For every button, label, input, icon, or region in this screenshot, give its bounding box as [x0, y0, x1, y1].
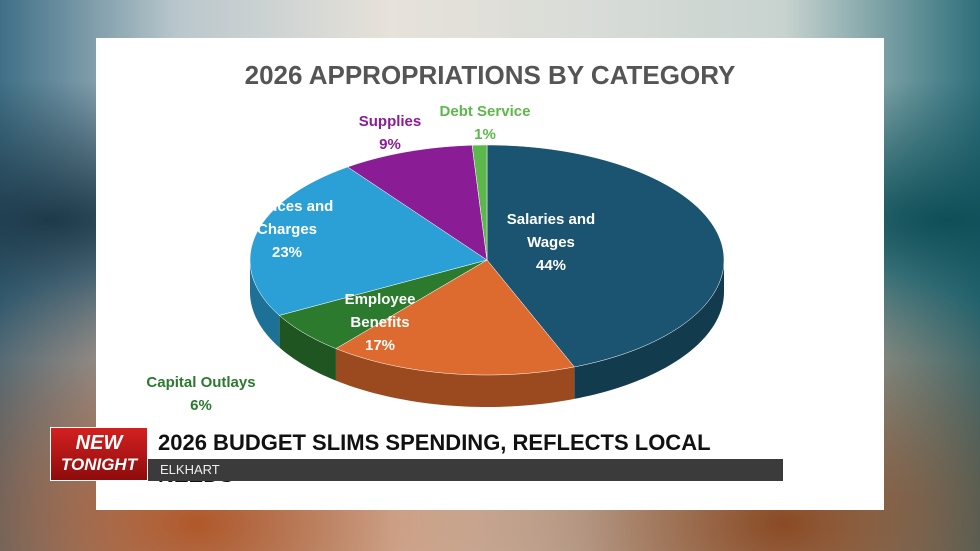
- tag-top: NEW: [75, 432, 123, 454]
- slice-label: Salaries and Wages 44%: [491, 208, 611, 277]
- pie-slice-side: [250, 260, 280, 348]
- pie-slice: [347, 144, 488, 261]
- slice-category: Salaries and Wages: [506, 211, 596, 251]
- pie-slice: [471, 144, 488, 261]
- pie-slice-side: [335, 348, 575, 407]
- new-tonight-tag: NEW TONIGHT: [50, 427, 148, 481]
- chart: [249, 144, 725, 407]
- slice-label: Services and Charges 23%: [222, 195, 352, 264]
- pie-slice-side: [279, 315, 336, 381]
- slice-category: Supplies: [358, 113, 422, 130]
- slice-label: Employee Benefits 17%: [325, 288, 435, 357]
- slice-value: 23%: [271, 244, 303, 261]
- pie-slice: [278, 259, 488, 349]
- slice-value: 44%: [535, 257, 567, 274]
- slice-value: 9%: [379, 136, 401, 153]
- pie-slice: [335, 259, 575, 376]
- chart-title: 2026 APPROPRIATIONS BY CATEGORY: [244, 60, 736, 90]
- slice-label: Debt Service 1%: [420, 100, 550, 146]
- tag-bottom: TONIGHT: [60, 455, 138, 474]
- slice-category: Capital Outlays: [146, 374, 256, 391]
- headline: 2026 BUDGET SLIMS SPENDING, REFLECTS LOC…: [148, 427, 783, 487]
- pie-slice-side: [574, 260, 724, 399]
- pie-slice: [486, 144, 725, 368]
- slice-label: Supplies 9%: [340, 110, 440, 156]
- slice-category: Debt Service: [439, 103, 531, 120]
- slice-category: Services and Charges: [240, 198, 334, 238]
- slice-value: 1%: [474, 126, 496, 143]
- location: ELKHART: [148, 459, 783, 481]
- slice-value: 6%: [190, 397, 212, 414]
- pie-slice: [249, 166, 488, 316]
- slice-category: Employee Benefits: [344, 291, 416, 331]
- slice-label: Capital Outlays 6%: [121, 371, 281, 417]
- slice-value: 17%: [364, 337, 396, 354]
